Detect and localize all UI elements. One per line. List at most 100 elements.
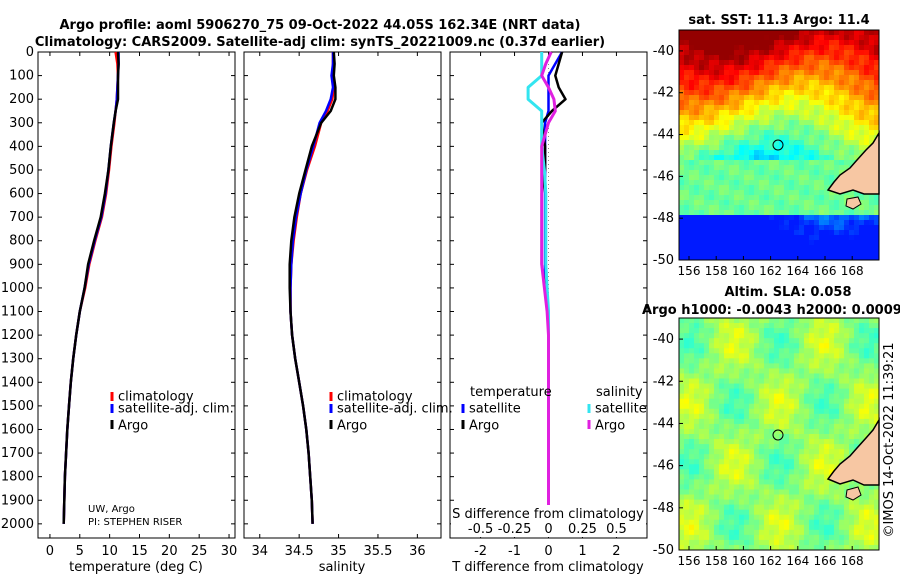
map-cell — [779, 418, 785, 425]
map-cell — [744, 423, 750, 430]
map-cell — [784, 185, 790, 191]
map-cell — [819, 145, 825, 151]
map-cell — [709, 30, 715, 36]
map-cell — [749, 439, 755, 445]
map-cell — [714, 328, 720, 334]
map-cell — [774, 328, 780, 334]
map-cell — [754, 434, 760, 440]
sst-coastline — [826, 130, 880, 210]
map-cell — [689, 479, 695, 485]
map-cell — [694, 338, 700, 344]
map-cell — [869, 338, 875, 344]
map-cell — [859, 338, 865, 344]
map-cell — [809, 190, 815, 196]
map-cell — [729, 403, 735, 410]
y-tick-label: 1100 — [1, 305, 34, 320]
map-cell — [854, 55, 860, 61]
map-cell — [754, 85, 760, 91]
map-cell — [724, 388, 730, 395]
map-cell — [779, 175, 785, 181]
map-cell — [769, 499, 775, 506]
map-cell — [724, 250, 730, 256]
map-cell — [759, 230, 765, 236]
map-cell — [839, 170, 845, 176]
map-cell — [744, 240, 750, 246]
map-cell — [704, 95, 710, 101]
map-cell — [869, 60, 875, 66]
map-cell — [694, 388, 700, 395]
map-cell — [689, 383, 695, 390]
depth-ticks: 0100200300400500600700800900100011001200… — [1, 45, 235, 532]
map-cell — [839, 220, 845, 226]
map-cell — [734, 210, 740, 216]
map-cell — [874, 215, 880, 221]
map-cell — [769, 343, 775, 349]
map-cell — [719, 529, 725, 536]
map-cell — [754, 45, 760, 51]
map-cell — [739, 145, 745, 151]
map-cell — [839, 75, 845, 81]
map-cell — [789, 65, 795, 71]
map-cell — [729, 40, 735, 46]
salinity-profiles — [288, 51, 337, 524]
map-cell — [844, 539, 850, 546]
map-cell — [719, 55, 725, 61]
map-cell — [849, 240, 855, 246]
map-cell — [704, 45, 710, 51]
map-cell — [754, 80, 760, 86]
map-cell — [734, 383, 740, 390]
map-cell — [699, 120, 705, 126]
lon-tick-label: 156 — [678, 264, 701, 278]
map-cell — [819, 318, 825, 324]
map-cell — [809, 70, 815, 76]
map-cell — [854, 35, 860, 41]
map-cell — [809, 388, 815, 395]
map-cell — [824, 368, 830, 374]
map-cell — [784, 165, 790, 171]
map-cell — [689, 534, 695, 541]
map-cell — [859, 235, 865, 241]
map-cell — [804, 479, 810, 485]
map-cell — [824, 423, 830, 430]
map-cell — [689, 504, 695, 511]
map-cell — [829, 484, 835, 490]
map-cell — [679, 479, 685, 485]
map-cell — [859, 378, 865, 385]
map-cell — [829, 514, 835, 521]
map-cell — [714, 165, 720, 171]
map-cell — [709, 358, 715, 364]
map-cell — [699, 245, 705, 251]
map-cell — [799, 454, 805, 460]
map-cell — [859, 195, 865, 201]
map-cell — [699, 50, 705, 56]
map-cell — [864, 328, 870, 334]
map-cell — [809, 230, 815, 236]
map-cell — [819, 529, 825, 536]
map-cell — [864, 125, 870, 131]
map-cell — [824, 514, 830, 521]
map-cell — [724, 469, 730, 475]
map-cell — [774, 230, 780, 236]
map-cell — [684, 210, 690, 216]
map-cell — [814, 95, 820, 101]
map-cell — [799, 388, 805, 395]
s-tick-label: 0.25 — [568, 522, 597, 537]
map-cell — [679, 30, 685, 36]
map-cell — [809, 65, 815, 71]
map-cell — [769, 185, 775, 191]
map-cell — [724, 150, 730, 156]
map-cell — [684, 413, 690, 420]
map-cell — [804, 165, 810, 171]
map-cell — [869, 240, 875, 246]
map-cell — [824, 190, 830, 196]
map-cell — [714, 418, 720, 425]
map-cell — [679, 145, 685, 151]
map-cell — [739, 120, 745, 126]
map-cell — [719, 509, 725, 516]
map-cell — [739, 398, 745, 405]
lat-tick-label: -46 — [653, 459, 674, 474]
map-cell — [714, 200, 720, 206]
map-cell — [799, 110, 805, 116]
map-cell — [739, 245, 745, 251]
map-cell — [814, 454, 820, 460]
